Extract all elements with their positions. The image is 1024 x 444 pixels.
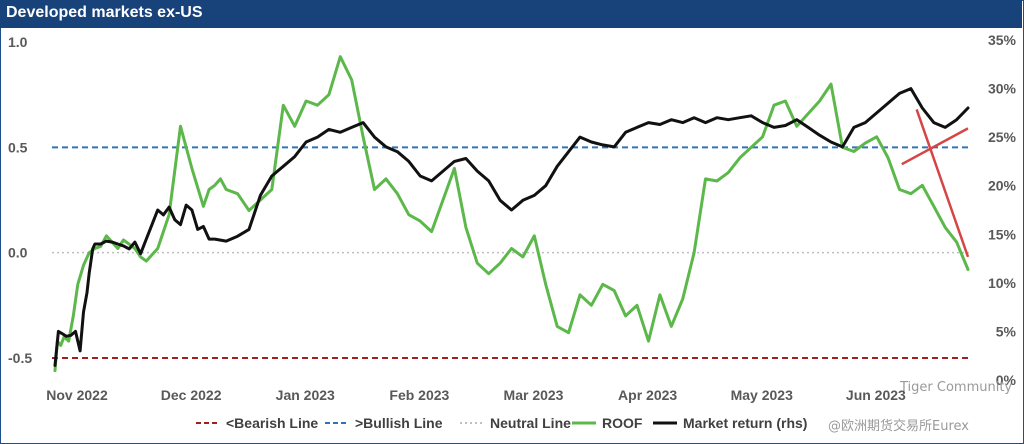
right-tick-label: 0% [996,372,1017,388]
x-tick-label: Feb 2023 [389,387,449,403]
trend-annotations [901,109,970,258]
x-tick-label: Jan 2023 [276,387,335,403]
right-tick-label: 35% [988,32,1017,48]
left-tick-label: -0.5 [8,350,32,366]
series-line-roof [53,55,970,373]
watermark-line2: @欧洲期货交易所Eurex [828,418,969,434]
right-tick-label: 5% [996,323,1017,339]
legend-label: >Bullish Line [355,415,443,431]
trend-annotation-1 [901,127,969,166]
x-axis-ticks: Nov 2022 Dec 2022 Jan 2023 Feb 2023 Mar 2023… [46,387,906,403]
series-layer [53,55,970,373]
left-tick-label: 1.0 [8,34,28,50]
trend-annotation-0 [915,109,970,258]
right-axis-ticks: 35% 30% 25% 20% 15% 10% 5% 0% [988,32,1017,388]
x-tick-label: Apr 2023 [618,387,677,403]
right-tick-label: 15% [988,226,1017,242]
left-tick-label: 0.5 [8,139,28,155]
right-tick-label: 25% [988,129,1017,145]
left-tick-label: 0.0 [8,245,28,261]
right-tick-label: 20% [988,178,1017,194]
right-tick-label: 30% [988,81,1017,97]
legend-label: ROOF [602,415,643,431]
watermark: Tiger Community @欧洲期货交易所Eurex [828,380,1012,434]
watermark-line1: Tiger Community [899,380,1012,395]
x-tick-label: Mar 2023 [504,387,564,403]
reference-lines [52,146,970,359]
chart-title: Developed markets ex-US [6,4,203,21]
x-tick-label: Nov 2022 [46,387,108,403]
legend-label: Neutral Line [490,415,571,431]
legend-label: Market return (rhs) [683,415,807,431]
right-tick-label: 10% [988,275,1017,291]
x-tick-label: Dec 2022 [161,387,222,403]
series-line-market-return [53,87,970,367]
legend-label: <Bearish Line [226,415,318,431]
x-tick-label: May 2023 [731,387,793,403]
x-tick-label: Jun 2023 [846,387,906,403]
left-axis-ticks: 1.0 0.5 0.0 -0.5 [8,34,32,366]
legend: <Bearish Line >Bullish Line Neutral Line RO… [196,415,807,431]
title-bar: Developed markets ex-US [0,0,1022,28]
